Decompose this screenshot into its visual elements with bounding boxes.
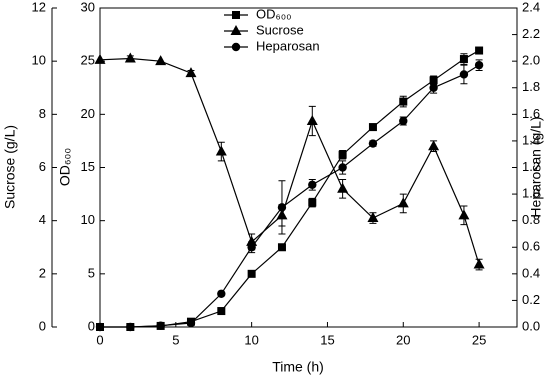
y-tick-label: 20	[81, 106, 95, 121]
data-point	[459, 55, 468, 64]
y-tick-label: 5	[88, 265, 95, 280]
y3-tick-label: 4	[39, 212, 46, 227]
series-line	[100, 64, 480, 328]
data-point	[308, 180, 317, 189]
legend-marker	[231, 42, 241, 52]
y-tick-label: 10	[81, 212, 95, 227]
data-point	[308, 198, 317, 207]
y2-tick-label: 0.6	[522, 239, 540, 254]
y3-tick-label: 0	[39, 318, 46, 333]
y2-tick-label: 1.4	[522, 132, 540, 147]
data-point	[217, 289, 226, 298]
data-point	[428, 140, 440, 151]
y3-tick-label: 10	[32, 53, 46, 68]
y2-tick-label: 1.0	[522, 186, 540, 201]
data-point	[277, 203, 287, 212]
data-point	[429, 76, 438, 85]
data-point	[186, 318, 196, 328]
data-point	[95, 322, 105, 332]
x-tick-label: 10	[244, 332, 258, 347]
data-point	[368, 139, 378, 148]
y-tick-label: 0	[88, 318, 95, 333]
data-point	[155, 55, 167, 66]
data-point	[185, 67, 197, 78]
y2-tick-label: 0.2	[522, 292, 540, 307]
data-point	[399, 97, 408, 106]
data-point	[397, 197, 409, 208]
data-point	[368, 123, 377, 132]
data-point	[399, 116, 408, 126]
y2-tick-label: 0.0	[522, 318, 540, 333]
data-point	[306, 114, 318, 125]
y2-tick-label: 2.4	[522, 0, 540, 14]
data-point	[474, 60, 484, 70]
x-tick-label: 15	[320, 332, 334, 347]
data-point	[337, 182, 349, 193]
y2-tick-label: 0.4	[522, 265, 540, 280]
x-tick-label: 25	[472, 332, 486, 347]
y2-tick-label: 1.6	[522, 106, 540, 121]
y2-tick-label: 2.0	[522, 53, 540, 68]
y-axis-label: OD₆₀₀	[57, 148, 73, 186]
x-tick-label: 0	[96, 332, 103, 347]
legend-label: Sucrose	[256, 22, 304, 37]
data-point	[338, 163, 347, 172]
data-point	[126, 322, 135, 332]
data-point	[217, 307, 226, 316]
data-point	[215, 145, 227, 156]
data-point	[459, 70, 469, 79]
data-point	[429, 83, 438, 92]
legend-label: OD₆₀₀	[256, 6, 292, 21]
x-axis-label: Time (h)	[272, 359, 324, 375]
legend-marker	[232, 11, 240, 19]
data-point	[458, 209, 470, 220]
y-tick-label: 25	[81, 53, 95, 68]
legend-marker	[230, 25, 242, 35]
y2-tick-label: 1.2	[522, 159, 540, 174]
y3-axis-label: Sucrose (g/L)	[2, 125, 18, 209]
plot-frame	[99, 7, 518, 328]
y-tick-label: 15	[81, 159, 95, 174]
data-point	[338, 150, 347, 159]
y2-axis-label: Heparosan (g/L)	[528, 116, 544, 217]
series-line	[100, 50, 480, 328]
y3-tick-label: 8	[39, 106, 46, 121]
x-tick-label: 20	[396, 332, 410, 347]
y2-tick-label: 2.2	[522, 26, 540, 41]
data-point	[94, 53, 106, 64]
y3-tick-label: 2	[39, 265, 46, 280]
y-tick-label: 30	[81, 0, 95, 14]
data-point	[367, 212, 379, 223]
data-point	[277, 243, 286, 252]
data-point	[156, 321, 165, 330]
legend-label: Heparosan	[256, 38, 320, 53]
y2-tick-label: 0.8	[522, 212, 540, 227]
series-line	[99, 57, 480, 265]
x-tick-label: 5	[172, 332, 179, 347]
data-point	[475, 46, 484, 55]
y3-tick-label: 6	[39, 159, 46, 174]
data-point	[473, 258, 485, 269]
data-point	[124, 52, 136, 63]
data-point	[247, 243, 256, 252]
y3-tick-label: 12	[32, 0, 46, 14]
data-point	[247, 269, 256, 278]
y2-tick-label: 1.8	[522, 79, 540, 94]
